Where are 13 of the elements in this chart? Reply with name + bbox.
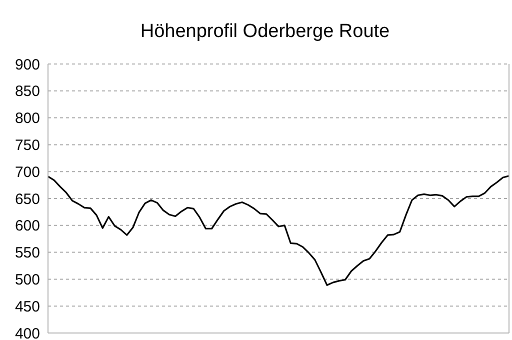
y-tick-label: 500	[14, 272, 40, 289]
y-tick-label: 850	[14, 83, 40, 100]
y-tick-label: 800	[14, 110, 40, 128]
y-tick-label: 750	[14, 137, 40, 154]
y-tick-label: 700	[14, 164, 40, 181]
y-tick-label: 450	[14, 298, 40, 316]
y-tick-label: 600	[14, 218, 40, 235]
y-tick-label: 400	[14, 325, 40, 340]
line-series	[47, 175, 510, 286]
y-tick-label: 650	[14, 190, 40, 208]
y-tick-label: 550	[14, 244, 40, 262]
chart-title: Höhenprofil Oderberge Route	[139, 20, 391, 44]
y-tick-label: 900	[14, 56, 40, 74]
